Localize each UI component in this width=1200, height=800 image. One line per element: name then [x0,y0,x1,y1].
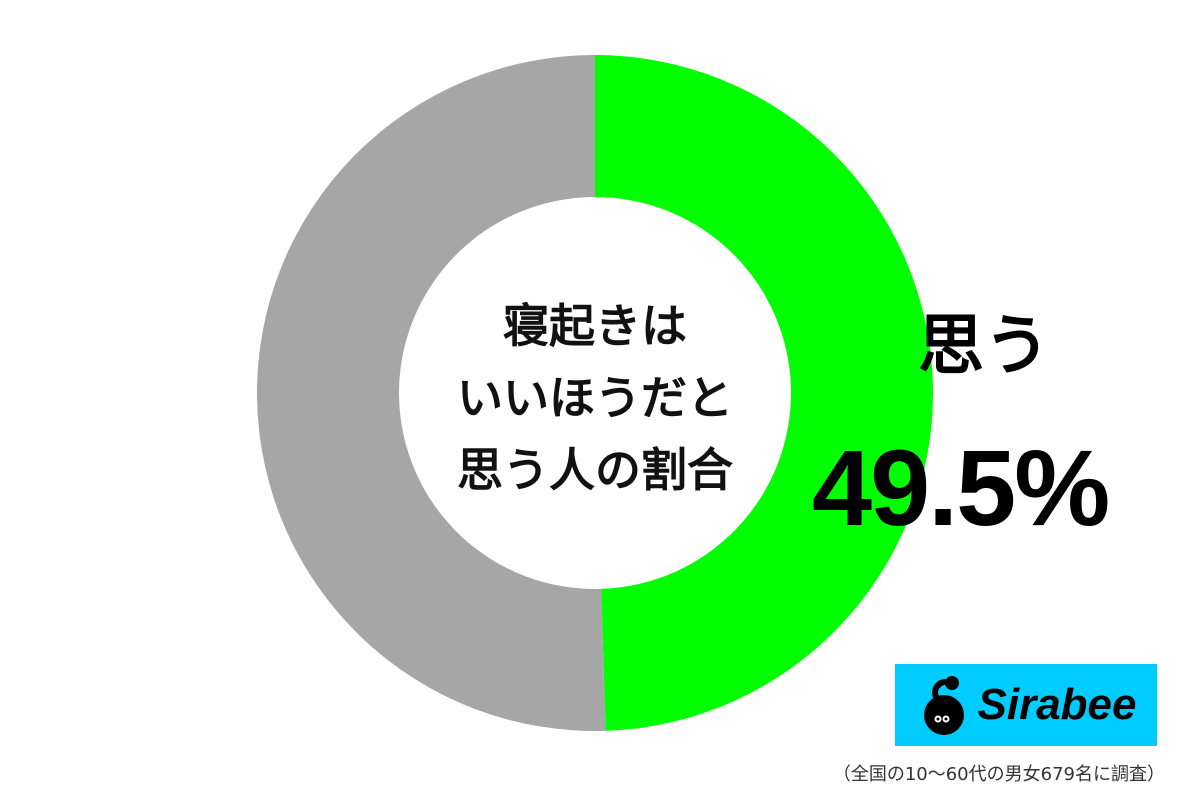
chart-center-title: 寝起きは いいほうだと 思う人の割合 [395,290,795,506]
slice-label: 思う [918,307,1050,384]
donut-slice-0 [595,55,933,731]
center-title-line: 思う人の割合 [457,443,733,497]
survey-footnote: （全国の10〜60代の男女679名に調査） [832,764,1165,785]
donut-slice-1 [256,55,606,731]
sirabee-logo: Sirabee [895,664,1157,746]
logo-text: Sirabee [977,680,1137,729]
logo-mascot-icon [923,676,964,735]
center-title-line: いいほうだと [457,371,733,425]
slice-value-label: 49.5% [812,427,1110,548]
center-title-line: 寝起きは [503,299,687,353]
